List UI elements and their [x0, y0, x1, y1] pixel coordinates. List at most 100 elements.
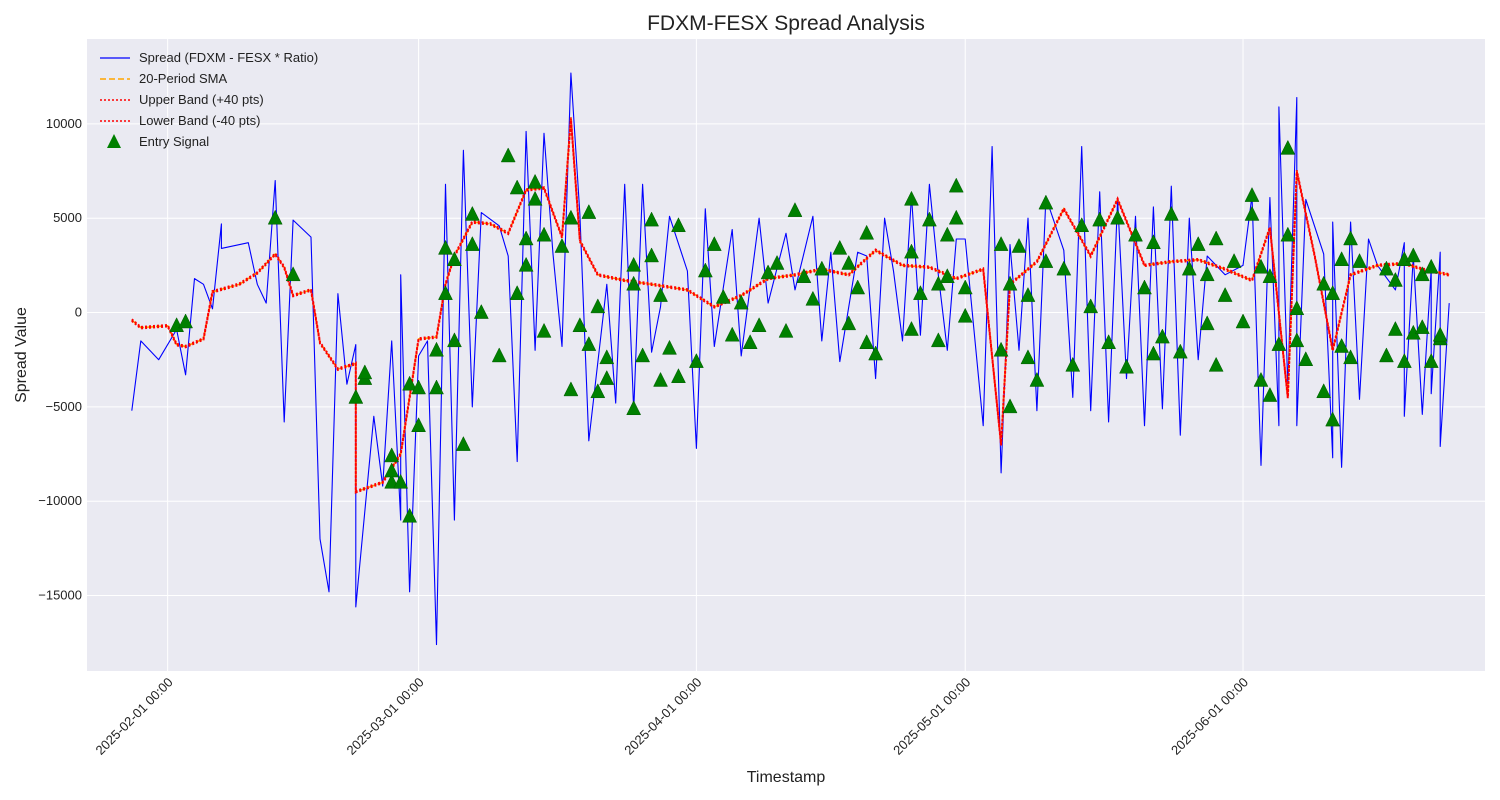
y-tick-label: −10000 — [38, 493, 82, 508]
entry-signal-marker — [411, 379, 426, 395]
legend-label: Lower Band (-40 pts) — [139, 113, 260, 128]
entry-signal-marker — [653, 287, 668, 302]
y-tick-label: −15000 — [38, 588, 82, 603]
entry-signal-marker — [447, 332, 462, 348]
entry-signal-marker — [590, 383, 606, 399]
entry-signal-marker — [1289, 300, 1305, 316]
entry-signal-marker — [1280, 226, 1296, 242]
entry-signal-marker — [1190, 236, 1206, 251]
entry-signal-marker — [1101, 334, 1117, 349]
entry-signal-marker — [939, 226, 955, 242]
entry-signal-marker — [1253, 258, 1269, 274]
entry-signal-marker — [904, 320, 919, 336]
entry-signal-marker — [429, 379, 444, 395]
entry-signal-marker — [1020, 287, 1036, 302]
entry-signal-marker — [751, 317, 767, 333]
entry-signal-marker — [1020, 349, 1036, 365]
y-tick-label: 10000 — [46, 116, 82, 131]
entry-signal-marker — [1396, 353, 1412, 368]
entry-signal-marker — [1387, 271, 1403, 287]
y-tick-label: 0 — [75, 305, 82, 320]
entry-signal-marker — [393, 473, 409, 489]
entry-signal-marker — [1137, 279, 1152, 295]
entry-signal-marker — [1226, 253, 1242, 268]
entry-signal-marker — [554, 237, 570, 253]
entry-signal-marker — [1343, 349, 1358, 365]
entry-signal-marker — [402, 507, 418, 523]
entry-signal-marker — [1423, 258, 1439, 274]
entry-signal-marker — [1432, 326, 1448, 342]
entry-signal-marker — [787, 202, 803, 217]
entry-signal-marker — [930, 275, 946, 291]
entry-signal-marker — [384, 462, 400, 478]
entry-signal-marker — [706, 236, 722, 251]
entry-signal-marker — [429, 341, 444, 357]
entry-signal-marker — [384, 447, 400, 463]
entry-signal-marker — [1262, 387, 1278, 402]
x-tick-label: 2025-06-01 00:00 — [1168, 675, 1251, 758]
entry-signal-marker — [1289, 332, 1305, 348]
entry-signal-marker — [1011, 237, 1027, 253]
entry-signal-marker — [957, 307, 973, 323]
entry-signal-marker — [357, 364, 373, 380]
entry-signal-marker — [563, 381, 579, 397]
entry-signal-marker — [1316, 275, 1332, 291]
entry-signal-marker — [1352, 253, 1367, 268]
entry-signal-marker — [402, 375, 418, 391]
entry-signal-marker — [1235, 313, 1251, 329]
entry-signal-marker — [590, 298, 606, 314]
entry-signal-marker — [930, 332, 946, 348]
x-tick-label: 2025-05-01 00:00 — [890, 675, 973, 758]
entry-signal-marker — [1387, 320, 1403, 336]
entry-signal-marker — [1110, 209, 1125, 225]
entry-signal-marker — [769, 254, 785, 270]
entry-signal-marker — [1316, 383, 1332, 399]
chart-title: FDXM-FESX Spread Analysis — [647, 12, 925, 35]
entry-signal-marker — [1280, 139, 1296, 155]
entry-signal-marker — [921, 211, 937, 227]
entry-signal-marker — [455, 436, 471, 451]
entry-signal-marker — [438, 239, 453, 255]
entry-signal-marker — [267, 209, 283, 225]
entry-signal-marker — [778, 322, 794, 338]
entry-signal-marker — [671, 217, 686, 233]
entry-signal-marker — [1334, 337, 1350, 353]
y-axis-label: Spread Value — [13, 307, 30, 403]
entry-signal-marker — [733, 294, 749, 310]
entry-signal-marker — [796, 268, 812, 283]
entry-signal-marker — [1146, 234, 1161, 249]
entry-signal-marker — [904, 190, 919, 206]
entry-signal-marker — [1414, 319, 1430, 334]
entry-signal-marker — [948, 209, 964, 225]
entry-signal-marker — [1029, 371, 1045, 387]
entry-signal-marker — [1325, 285, 1341, 300]
entry-signal-marker — [1208, 356, 1224, 372]
entry-signal-marker — [411, 417, 426, 432]
entry-signal-marker — [1038, 194, 1054, 210]
entry-signal-marker — [805, 290, 821, 306]
entry-signal-marker — [644, 247, 659, 263]
entry-signal-marker — [572, 317, 588, 333]
entry-signal-marker — [1154, 328, 1170, 344]
entry-signal-marker — [1181, 260, 1197, 276]
entry-signal-marker — [644, 211, 659, 227]
entry-signal-marker — [1208, 230, 1224, 246]
entry-signal-marker — [1128, 226, 1143, 242]
lower-band-line — [131, 118, 1450, 494]
entry-signal-marker — [1253, 371, 1269, 387]
entry-signal-marker — [688, 353, 704, 368]
entry-signal-marker — [1379, 347, 1394, 363]
entry-signal-marker — [518, 230, 534, 246]
entry-signal-marker — [1379, 260, 1394, 276]
entry-signal-marker — [1244, 205, 1260, 221]
entry-signal-marker — [653, 371, 668, 387]
entry-signal-marker — [599, 349, 615, 365]
entry-signal-marker — [509, 179, 525, 195]
x-tick-label: 2025-04-01 00:00 — [621, 675, 704, 758]
y-tick-label: 5000 — [53, 210, 82, 225]
entry-signal-marker — [957, 279, 973, 295]
x-tick-label: 2025-02-01 00:00 — [93, 675, 176, 758]
entry-signal-marker — [178, 313, 193, 329]
entry-signal-marker — [1262, 268, 1278, 283]
